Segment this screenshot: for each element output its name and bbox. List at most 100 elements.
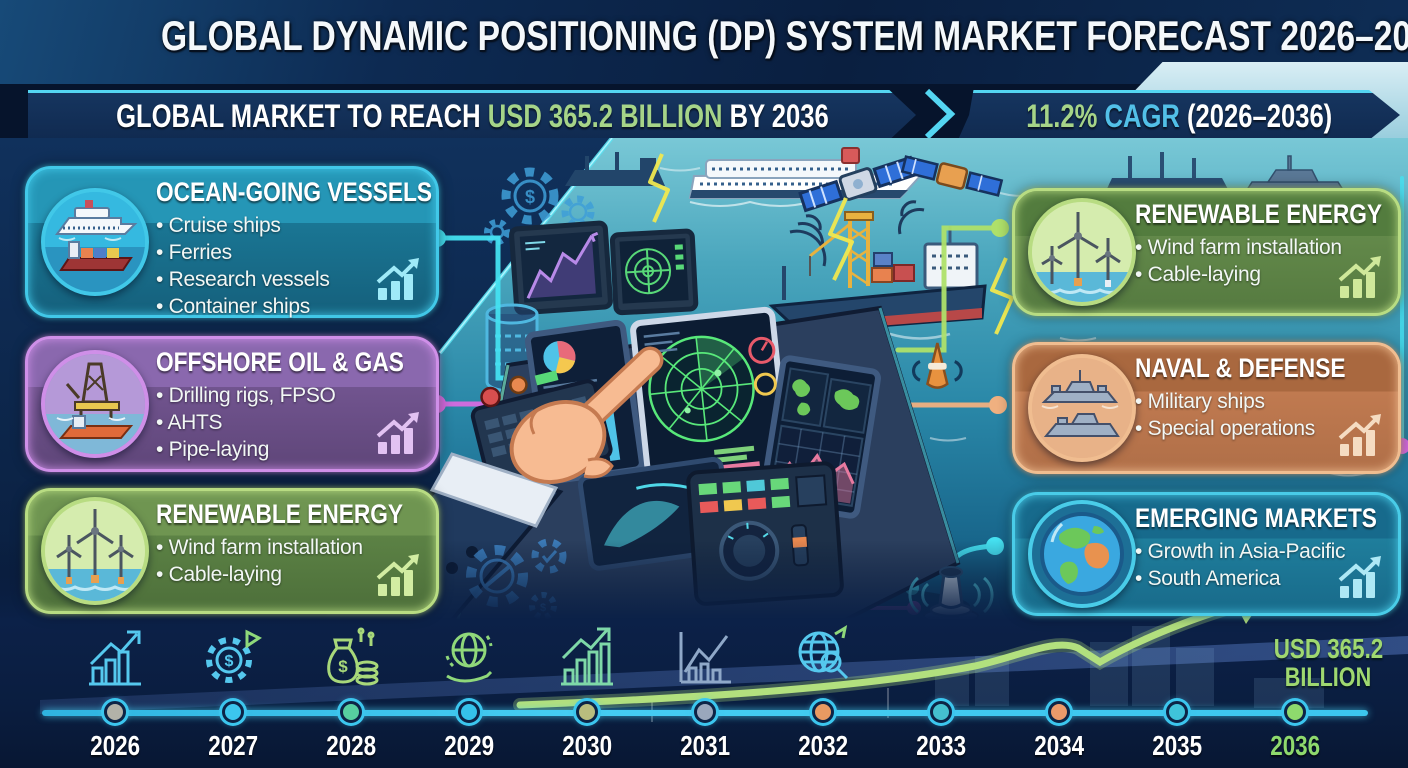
timeline-dot <box>458 701 480 723</box>
timeline-cell: $ 2027 <box>174 620 292 768</box>
timeline-dot <box>1284 701 1306 723</box>
market-text-prefix: GLOBAL MARKET TO REACH <box>115 98 488 134</box>
timeline-year: 2035 <box>1152 730 1202 761</box>
money-bag-icon: $ <box>319 624 383 695</box>
trend-up-icon <box>374 552 424 603</box>
segment-items: Cruise ships Ferries Research vessels Co… <box>156 213 330 321</box>
satellite-icon-2 <box>900 155 1004 197</box>
end-value-line1: USD 365.2 <box>1273 633 1383 664</box>
timeline-dot <box>1166 701 1188 723</box>
timeline-dot <box>340 701 362 723</box>
segment-item: South America <box>1147 566 1281 590</box>
timeline-dot <box>576 701 598 723</box>
gear-icon: $ <box>484 167 595 245</box>
market-text-suffix: BY 2036 <box>722 98 829 134</box>
timeline-year: 2028 <box>326 730 376 761</box>
growth-curve <box>40 600 1408 722</box>
segment-item: Special operations <box>1147 416 1316 440</box>
timeline-year: 2026 <box>90 730 140 761</box>
segment-title: RENEWABLE ENERGY <box>1135 199 1382 229</box>
chevron-divider-icon <box>924 88 956 140</box>
hand-globe-icon <box>437 624 501 695</box>
timeline-cell: 2036 <box>1236 620 1354 768</box>
segment-title: RENEWABLE ENERGY <box>156 499 403 529</box>
timeline-cell: 2033 <box>882 620 1000 768</box>
segment-items: Growth in Asia-Pacific South America <box>1135 539 1346 593</box>
cagr-period: (2026–2036) <box>1186 98 1332 134</box>
cargo-ship-silhouette-right <box>1105 152 1230 193</box>
header-band: GLOBAL DYNAMIC POSITIONING (DP) SYSTEM M… <box>0 0 1408 84</box>
warship-icon <box>1028 354 1136 462</box>
timeline-cell: 2029 <box>410 620 528 768</box>
timeline-dot <box>694 701 716 723</box>
satellite-signal-icon <box>789 214 827 267</box>
segment-title: EMERGING MARKETS <box>1135 503 1377 533</box>
segment-item: AHTS <box>167 410 223 434</box>
segment-item: Container ships <box>168 294 311 318</box>
trend-up-icon <box>374 256 424 307</box>
segment-item: Ferries <box>168 240 233 264</box>
trend-up-icon <box>1336 554 1386 605</box>
timeline-year: 2027 <box>208 730 258 761</box>
svg-text:$: $ <box>338 657 348 676</box>
svg-text:$: $ <box>525 187 535 207</box>
segment-item: Cable-laying <box>1147 262 1261 286</box>
cagr-banner: 11.2% CAGR (2026–2036) <box>958 90 1400 140</box>
segment-items: Drilling rigs, FPSO AHTS Pipe-laying <box>156 383 336 464</box>
timeline-cell: $ 2028 <box>292 620 410 768</box>
growth-chart-icon <box>83 624 147 695</box>
timeline-year: 2032 <box>798 730 848 761</box>
globe-icon <box>1028 500 1136 608</box>
segment-items: Wind farm installation Cable-laying <box>1135 235 1342 289</box>
timeline-year: 2033 <box>916 730 966 761</box>
timeline-dot <box>930 701 952 723</box>
market-banner: GLOBAL MARKET TO REACH USD 365.2 BILLION… <box>28 90 916 140</box>
segment-item: Drilling rigs, FPSO <box>168 384 336 407</box>
timeline-dot <box>222 701 244 723</box>
cargo-ship-silhouette <box>565 152 665 186</box>
line-chart-icon <box>673 624 737 695</box>
ships-icon <box>41 188 149 296</box>
timeline-year: 2036 <box>1270 730 1320 761</box>
timeline-cell: 2035 <box>1118 620 1236 768</box>
satellite-signal-icon-2 <box>898 200 925 235</box>
segment-title: NAVAL & DEFENSE <box>1135 353 1346 383</box>
segment-item: Research vessels <box>168 267 330 291</box>
segment-card-renewable-energy-right: RENEWABLE ENERGY Wind farm installation … <box>1012 188 1401 316</box>
segment-title: OFFSHORE OIL & GAS <box>156 347 404 377</box>
line-chart-monitor <box>509 220 613 316</box>
timeline-cell: 2030 <box>528 620 646 768</box>
gear-dollar-icon: $ <box>201 624 265 695</box>
end-value-label: USD 365.2 BILLION <box>1248 634 1408 692</box>
segment-card-emerging-markets: EMERGING MARKETS Growth in Asia-Pacific … <box>1012 492 1401 616</box>
energy-bolt-icon <box>648 153 1014 335</box>
timeline-year: 2034 <box>1034 730 1084 761</box>
timeline-year: 2031 <box>680 730 730 761</box>
timeline-dot <box>104 701 126 723</box>
timeline-band: 2026 $ 2027 $ <box>0 600 1408 768</box>
timeline-dot <box>1048 701 1070 723</box>
radar-monitor <box>609 228 699 316</box>
timeline-year: 2029 <box>444 730 494 761</box>
segment-item: Growth in Asia-Pacific <box>1147 540 1346 563</box>
segment-item: Pipe-laying <box>168 437 270 461</box>
bar-growth-icon <box>555 624 619 695</box>
cagr-label: CAGR <box>1104 98 1187 134</box>
segment-item: Military ships <box>1147 390 1265 413</box>
timeline-cell: 2031 <box>646 620 764 768</box>
radar-screen <box>630 306 791 486</box>
trend-up-icon <box>1336 412 1386 463</box>
segment-title: OCEAN-GOING VESSELS <box>156 177 432 207</box>
timeline-cell: 2034 <box>1000 620 1118 768</box>
segment-items: Wind farm installation Cable-laying <box>156 535 363 589</box>
cagr-value: 11.2% <box>1026 98 1105 134</box>
segment-card-renewable-energy-left: RENEWABLE ENERGY Wind farm installation … <box>25 488 439 614</box>
market-value: USD 365.2 BILLION <box>487 98 723 134</box>
segment-items: Military ships Special operations <box>1135 389 1316 443</box>
timeline-dot <box>812 701 834 723</box>
globe-search-icon <box>791 624 855 695</box>
segment-card-ocean-going-vessels: OCEAN-GOING VESSELS Cruise ships Ferries… <box>25 166 439 318</box>
timeline-cell: 2026 <box>56 620 174 768</box>
segment-card-naval-defense: NAVAL & DEFENSE Military ships Special o… <box>1012 342 1401 474</box>
